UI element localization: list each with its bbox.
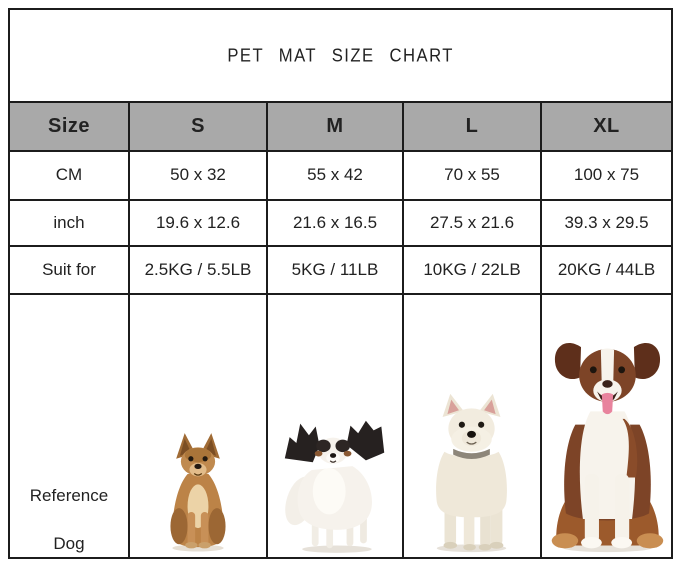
australian-shepherd-dog-photo bbox=[551, 342, 663, 553]
row-label-suit-for: Suit for bbox=[8, 244, 130, 296]
header-xl: XL bbox=[540, 101, 673, 152]
row-suit-for: Suit for 2.5KG / 5.5LB 5KG / 11LB 10KG /… bbox=[8, 244, 673, 296]
cm-s: 50 x 32 bbox=[128, 149, 268, 202]
west-highland-terrier-dog-photo bbox=[436, 393, 507, 553]
header-l: L bbox=[402, 101, 542, 152]
chart-title-text: PET MAT SIZE CHART bbox=[227, 44, 454, 66]
papillon-dog-photo bbox=[284, 420, 385, 553]
dog-cell-s bbox=[128, 293, 268, 559]
inch-l: 27.5 x 21.6 bbox=[402, 199, 542, 247]
row-inch: inch 19.6 x 12.6 21.6 x 16.5 27.5 x 21.6… bbox=[8, 199, 673, 247]
suit-s: 2.5KG / 5.5LB bbox=[128, 244, 268, 296]
inch-m: 21.6 x 16.5 bbox=[266, 199, 404, 247]
dog-cell-m bbox=[266, 293, 404, 559]
dog-cell-xl bbox=[540, 293, 673, 559]
row-reference-dog: Reference Dog bbox=[8, 293, 673, 559]
header-size: Size bbox=[8, 101, 130, 152]
suit-m: 5KG / 11LB bbox=[266, 244, 404, 296]
inch-xl: 39.3 x 29.5 bbox=[540, 199, 673, 247]
title-row: PET MAT SIZE CHART bbox=[8, 7, 673, 104]
cm-l: 70 x 55 bbox=[402, 149, 542, 202]
size-chart-table: PET MAT SIZE CHART Size S M L XL CM 50 x… bbox=[8, 7, 673, 559]
row-cm: CM 50 x 32 55 x 42 70 x 55 100 x 75 bbox=[8, 149, 673, 202]
row-label-inch: inch bbox=[8, 199, 130, 247]
header-row: Size S M L XL bbox=[8, 101, 673, 152]
chart-title: PET MAT SIZE CHART bbox=[8, 7, 673, 104]
chihuahua-dog-photo bbox=[170, 433, 226, 552]
suit-xl: 20KG / 44LB bbox=[540, 244, 673, 296]
header-s: S bbox=[128, 101, 268, 152]
header-m: M bbox=[266, 101, 404, 152]
inch-s: 19.6 x 12.6 bbox=[128, 199, 268, 247]
reference-label-line2: Dog bbox=[53, 534, 85, 553]
suit-l: 10KG / 22LB bbox=[402, 244, 542, 296]
row-label-reference-dog: Reference Dog bbox=[8, 293, 130, 559]
reference-label-line1: Reference bbox=[29, 486, 109, 505]
cm-m: 55 x 42 bbox=[266, 149, 404, 202]
cm-xl: 100 x 75 bbox=[540, 149, 673, 202]
dog-cell-l bbox=[402, 293, 542, 559]
row-label-cm: CM bbox=[8, 149, 130, 202]
